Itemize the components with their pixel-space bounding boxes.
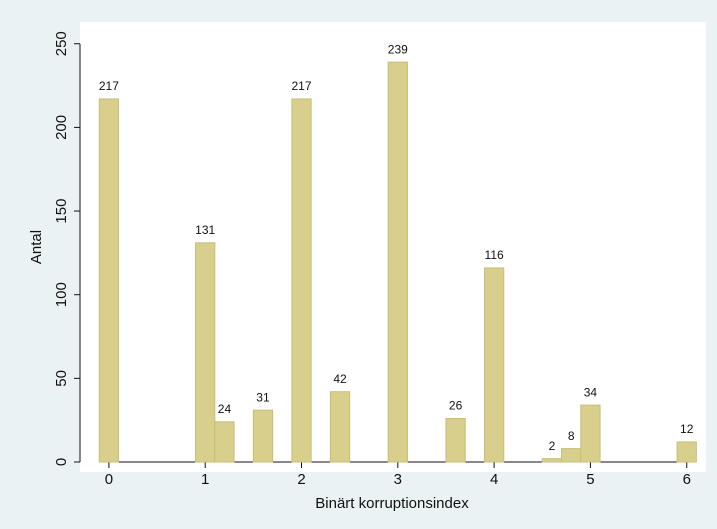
bar <box>291 98 312 463</box>
bar <box>541 458 563 463</box>
x-tick-label: 3 <box>394 471 402 488</box>
y-tick-label: 50 <box>53 370 70 387</box>
value-label: 26 <box>449 399 463 413</box>
y-tick-label: 100 <box>53 282 70 307</box>
value-label: 42 <box>333 372 347 386</box>
value-label: 131 <box>195 223 215 237</box>
bar <box>98 98 120 463</box>
value-label: 217 <box>291 79 311 93</box>
value-label: 24 <box>218 402 232 416</box>
bar <box>195 242 216 463</box>
y-tick-label: 200 <box>53 115 70 140</box>
value-label: 116 <box>485 248 504 262</box>
value-label: 31 <box>256 390 270 404</box>
bar <box>483 267 505 463</box>
y-tick-label: 250 <box>53 31 70 56</box>
y-tick-label: 150 <box>53 199 70 224</box>
value-label: 239 <box>388 42 408 56</box>
x-tick-label: 5 <box>586 471 594 488</box>
bar <box>252 409 274 463</box>
value-label: 217 <box>99 79 119 93</box>
bar <box>561 448 582 463</box>
x-axis-label: Binärt korruptionsindex <box>315 495 469 512</box>
y-tick-label: 0 <box>53 458 70 466</box>
y-axis-label: Antal <box>28 230 45 264</box>
bar <box>676 441 697 463</box>
x-tick-label: 4 <box>490 471 498 488</box>
value-label: 2 <box>549 439 556 453</box>
bar <box>580 404 601 463</box>
x-tick-label: 1 <box>201 471 209 488</box>
x-tick-label: 2 <box>297 471 305 488</box>
bar <box>329 391 351 463</box>
value-label: 34 <box>584 385 598 399</box>
bar <box>445 418 466 463</box>
bar <box>387 61 408 463</box>
value-label: 12 <box>680 422 694 436</box>
x-tick-label: 6 <box>683 471 691 488</box>
bar <box>214 421 235 463</box>
value-label: 8 <box>568 429 575 443</box>
x-tick-label: 0 <box>105 471 113 488</box>
